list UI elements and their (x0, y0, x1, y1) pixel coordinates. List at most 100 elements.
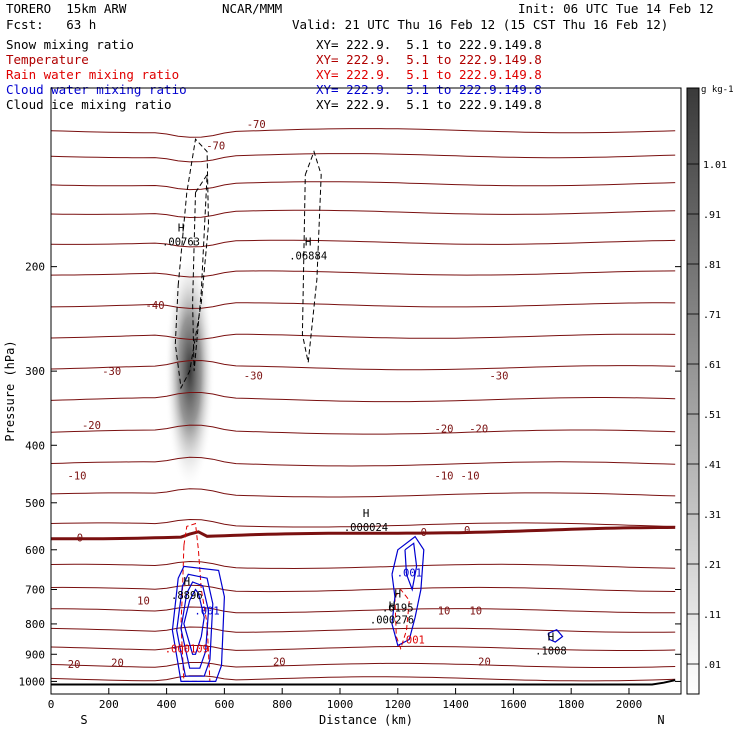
x-tick-label: 800 (272, 698, 292, 711)
x-axis-label: Distance (km) (319, 713, 413, 727)
terrain-surface (51, 679, 676, 686)
isotherm-label: 0 (421, 527, 427, 539)
isotherm-label: 20 (273, 656, 286, 668)
field-xy-cloud-water: XY= 222.9. 5.1 to 222.9.149.8 (316, 82, 542, 97)
colorbar-label: .21 (703, 560, 721, 571)
y-tick-label: 800 (25, 618, 45, 631)
y-tick-label: 400 (25, 439, 45, 452)
y-tick-label: 500 (25, 497, 45, 510)
x-tick-label: 200 (99, 698, 119, 711)
cloud-water-contour (404, 542, 418, 592)
x-tick-label: 1200 (385, 698, 412, 711)
field-name-rain: Rain water mixing ratio (6, 67, 180, 82)
cloud-water-contour (183, 588, 205, 655)
extremum-value: .8896 (171, 590, 203, 602)
isotherm (51, 209, 676, 219)
field-name-temperature: Temperature (6, 52, 89, 67)
colorbar (686, 87, 700, 695)
isotherm-label: -20 (469, 424, 488, 436)
isotherm (51, 456, 676, 467)
x-tick-label: 400 (157, 698, 177, 711)
isotherm-label: -10 (461, 471, 480, 483)
isotherm (51, 518, 676, 528)
isotherm-label: -30 (244, 370, 263, 382)
extremum-marker: H (389, 599, 396, 612)
colorbar-label: .11 (703, 610, 721, 621)
isotherm (51, 128, 676, 138)
isotherm (51, 302, 676, 309)
isotherm (51, 181, 676, 191)
isotherm (51, 645, 676, 651)
y-tick-label: 900 (25, 648, 45, 661)
valid-time: Valid: 21 UTC Thu 16 Feb 12 (15 CST Thu … (292, 17, 669, 32)
contour-value-label: .001 (400, 635, 425, 647)
isotherm-label: 10 (469, 606, 482, 618)
cloud-ice-contour (174, 138, 210, 390)
y-tick-label: 300 (25, 365, 45, 378)
isotherm-label: -70 (206, 141, 225, 153)
extremum-marker: H (178, 221, 185, 234)
cloud-water-contour (176, 573, 214, 677)
y-tick-label: 700 (25, 584, 45, 597)
isotherm (51, 239, 676, 248)
isotherm (51, 626, 676, 633)
isotherm-label: 0 (464, 525, 470, 537)
forecast-hour: Fcst: 63 h (6, 17, 97, 32)
isotherm (51, 606, 676, 614)
y-tick-label: 200 (25, 261, 45, 274)
init-time: Init: 06 UTC Tue 14 Feb 12 (518, 1, 714, 16)
cloud-water-contour (391, 535, 425, 647)
y-tick-label: 600 (25, 544, 45, 557)
colorbar-label: .61 (703, 360, 721, 371)
plot-frame (50, 87, 682, 695)
x-tick-label: 1800 (558, 698, 585, 711)
colorbar-label: .31 (703, 510, 721, 521)
field-name-cloud-water: Cloud water mixing ratio (6, 82, 187, 97)
field-name-cloud-ice: Cloud ice mixing ratio (6, 97, 172, 112)
isotherm-label: -30 (489, 370, 508, 382)
north-label: N (657, 713, 664, 727)
isotherm (51, 424, 676, 435)
field-xy-temperature: XY= 222.9. 5.1 to 222.9.149.8 (316, 52, 542, 67)
isotherm-label: -10 (435, 471, 454, 483)
extremum-value: .1008 (535, 645, 567, 657)
x-tick-label: 0 (48, 698, 55, 711)
isotherm-label: -20 (435, 424, 454, 436)
isotherm (51, 675, 676, 682)
isotherm-label: -40 (146, 300, 165, 312)
extremum-marker: H (184, 575, 191, 588)
cloud-ice-contour (301, 150, 322, 363)
extremum-value: .000276 (370, 614, 414, 626)
extremum-marker: H (548, 630, 555, 643)
freezing-level-isotherm (51, 525, 676, 541)
isotherm-label: -10 (68, 471, 87, 483)
contour-value-label: .001 (397, 567, 422, 579)
field-xy-cloud-ice: XY= 222.9. 5.1 to 222.9.149.8 (316, 97, 542, 112)
isotherm (51, 270, 676, 278)
colorbar-label: .51 (703, 410, 721, 421)
x-tick-label: 2000 (616, 698, 643, 711)
colorbar-label: .41 (703, 460, 721, 471)
isotherm (51, 560, 676, 570)
colorbar-label: .91 (703, 210, 721, 221)
isotherm (51, 153, 676, 163)
extremum-value: .000024 (344, 522, 388, 534)
colorbar-label: .71 (703, 310, 721, 321)
colorbar-label: 1.01 (703, 160, 727, 171)
y-axis-label: Pressure (hPa) (3, 340, 17, 441)
extremum-value: .06884 (289, 250, 327, 262)
isotherm-label: -70 (247, 119, 266, 131)
isotherm (51, 488, 676, 498)
x-tick-label: 1600 (500, 698, 527, 711)
isotherm (51, 392, 676, 403)
isotherm-label: -20 (82, 420, 101, 432)
isotherm (51, 584, 676, 593)
contour-value-label: .000109 (165, 643, 209, 655)
x-tick-label: 600 (214, 698, 234, 711)
isotherm-label: 10 (438, 606, 451, 618)
cloud-water-contour (547, 628, 564, 643)
extremum-value: .6195 (382, 603, 414, 615)
colorbar-title: g kg-1 (701, 85, 734, 95)
cloud-water-contour (180, 581, 210, 669)
cloud-water-contour (171, 565, 226, 682)
